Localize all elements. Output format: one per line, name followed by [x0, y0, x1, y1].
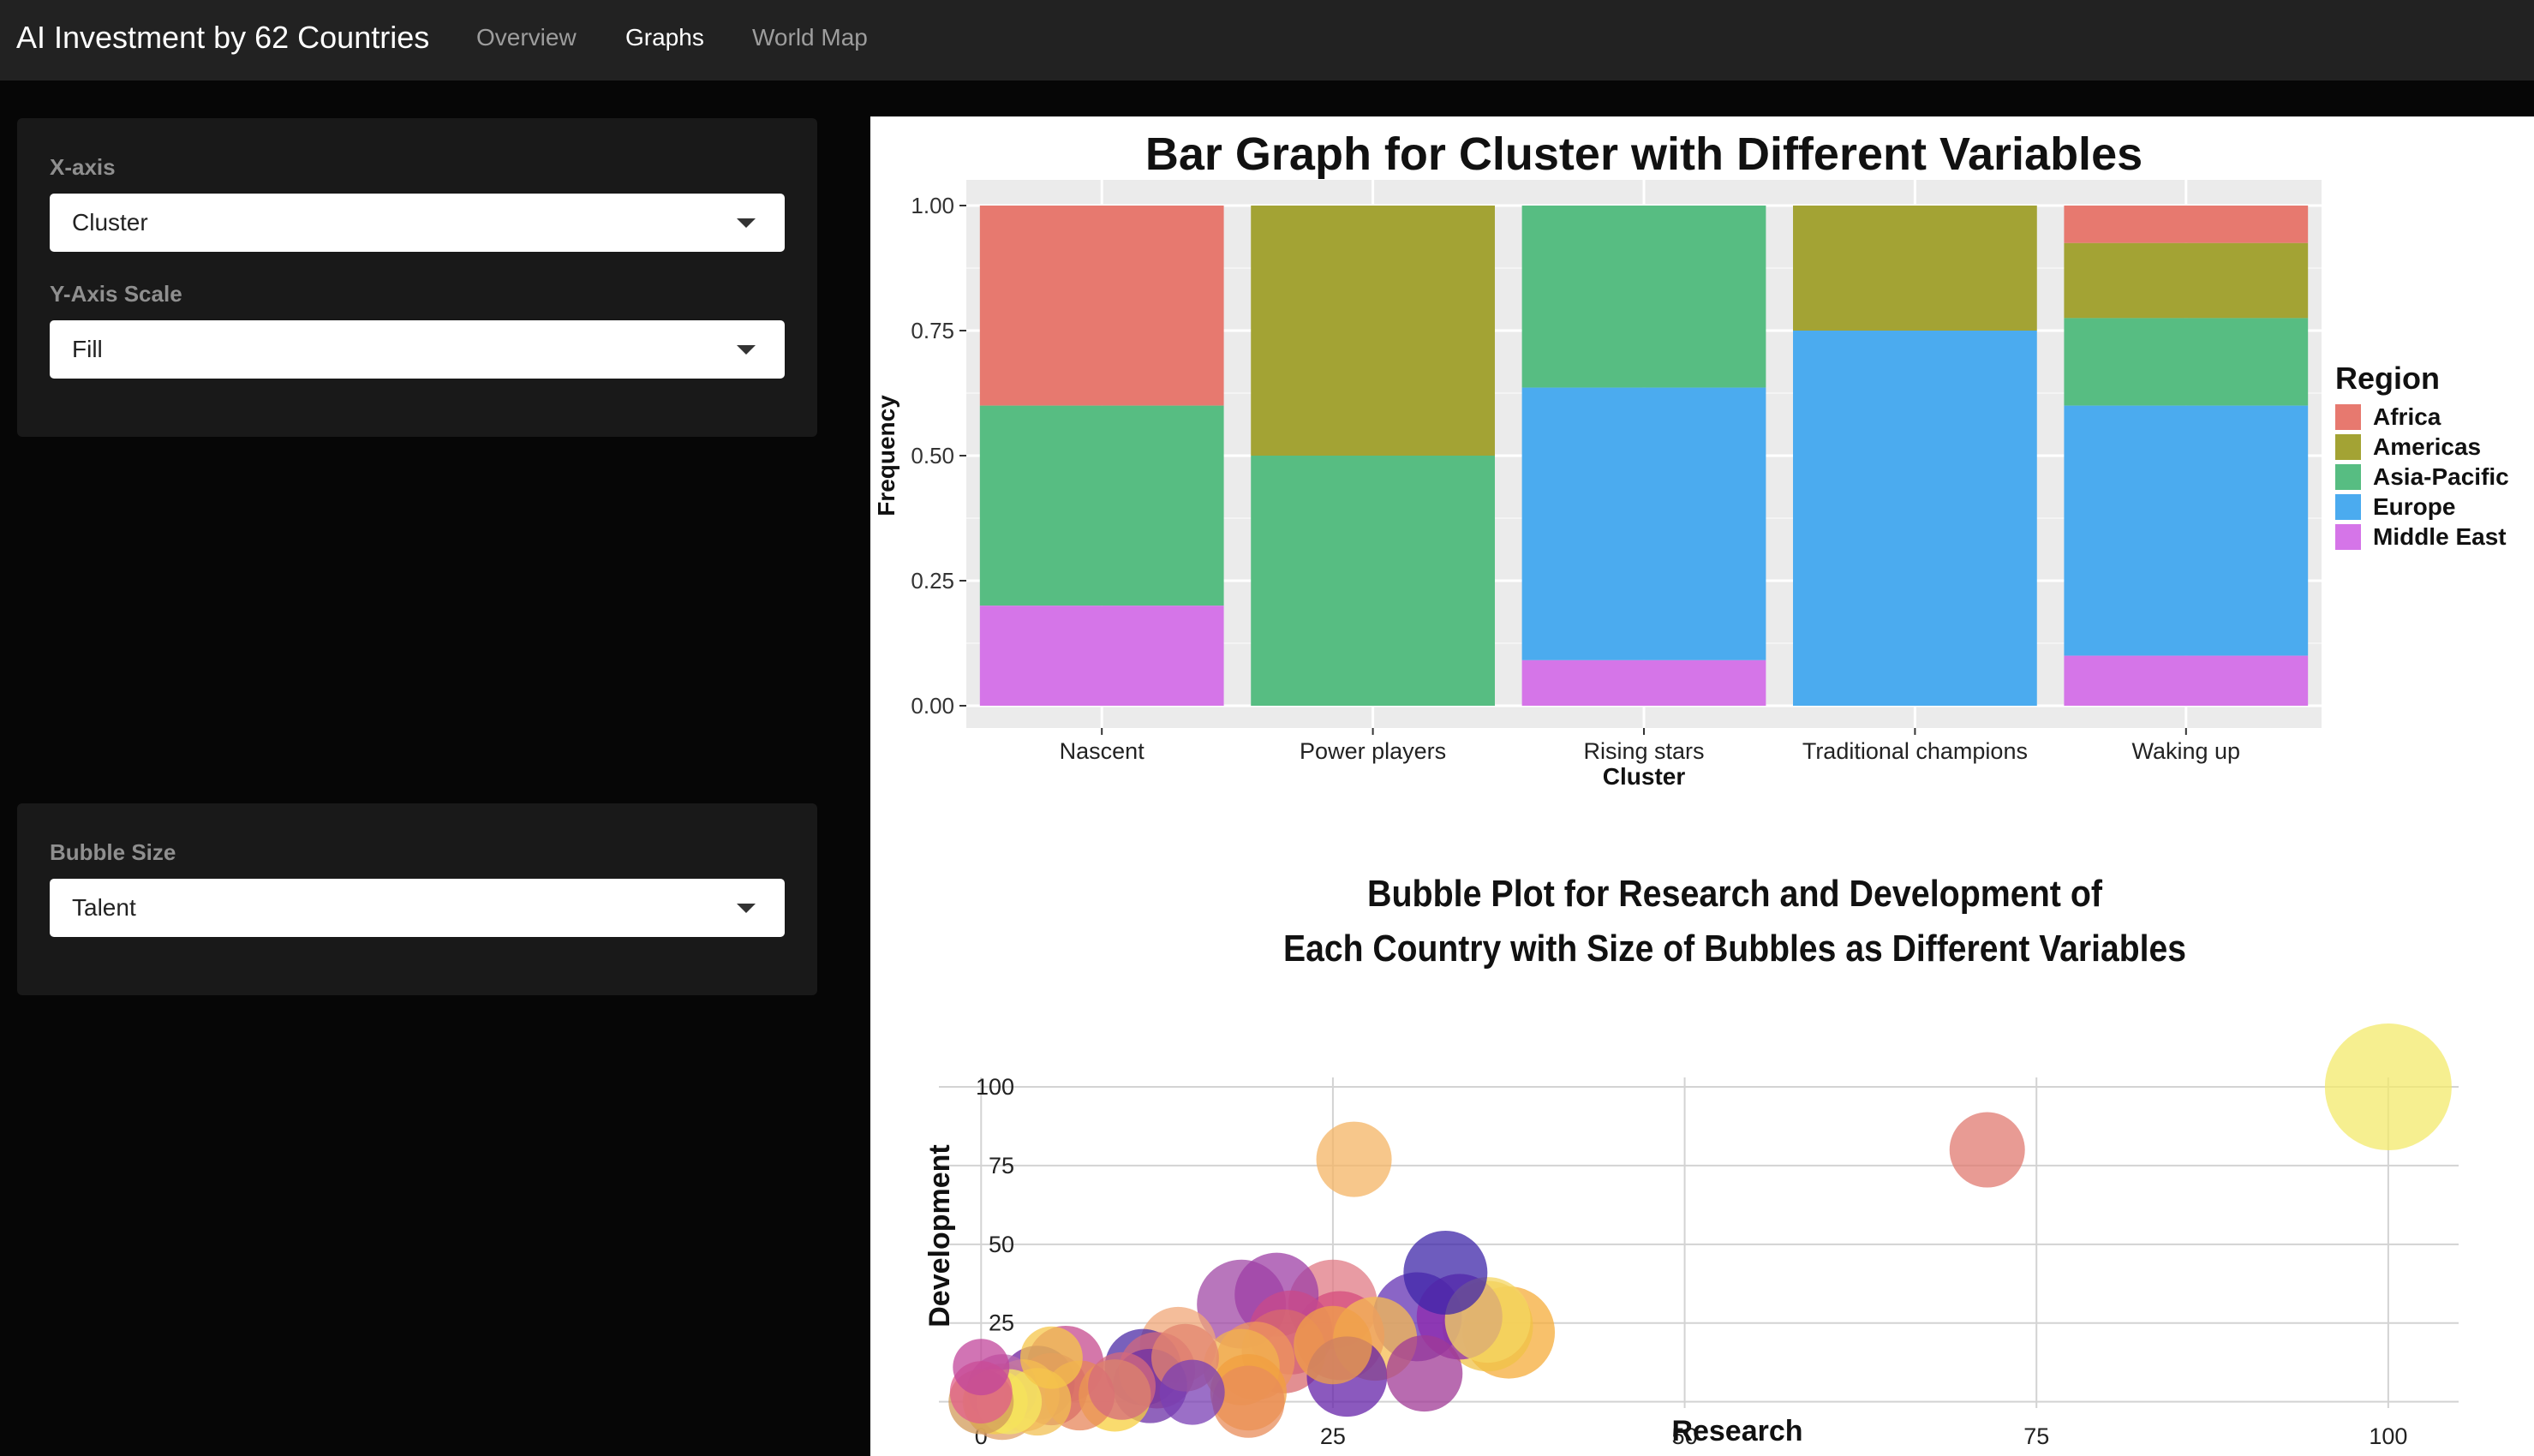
- bar-segment: [1521, 387, 1766, 660]
- x-tick-label: Nascent: [1060, 738, 1145, 764]
- bubble-point: [1316, 1121, 1392, 1197]
- y-tick-label: 0.00: [911, 693, 954, 719]
- legend-label: Africa: [2373, 403, 2441, 430]
- bubble-group: [948, 1023, 2452, 1441]
- y-tick-label: 100: [976, 1074, 1014, 1100]
- legend-label: Europe: [2373, 493, 2455, 520]
- legend-key: [2335, 494, 2361, 520]
- yscale-select-value: Fill: [72, 336, 103, 362]
- x-tick-label: 75: [2023, 1423, 2049, 1449]
- bar-chart: 0.00 0.25 0.50 0.75 1.00 Nascent Power players…: [873, 128, 2509, 790]
- bubble-point: [1212, 1365, 1285, 1438]
- y-axis-title: Development: [923, 1144, 956, 1328]
- bar-segment: [1793, 206, 2037, 331]
- xaxis-select-value: Cluster: [72, 209, 148, 236]
- bar-segment: [2064, 318, 2309, 406]
- chevron-down-icon: [737, 345, 756, 355]
- bubble-point: [1403, 1230, 1488, 1315]
- legend-label: Middle East: [2373, 523, 2507, 550]
- bar-segment: [1521, 206, 1766, 388]
- bar-segment: [2064, 242, 2309, 319]
- bubble-point: [1159, 1359, 1225, 1425]
- plot-area: 0.00 0.25 0.50 0.75 1.00 Nascent Power players…: [870, 116, 2534, 1456]
- bubble-size-label: Bubble Size: [50, 839, 176, 865]
- x-axis-title: Cluster: [1603, 763, 1686, 790]
- bubble-point: [1949, 1112, 2025, 1188]
- chart-title-line: Bubble Plot for Research and Development…: [1367, 873, 2102, 915]
- yscale-select[interactable]: Fill: [50, 320, 785, 379]
- bubble-chart: 02550751000255075100Bubble Plot for Rese…: [923, 873, 2459, 1449]
- y-tick-label: 0.25: [911, 568, 954, 594]
- y-tick-label: 1.00: [911, 193, 954, 218]
- legend-key: [2335, 524, 2361, 550]
- bubble-point: [1019, 1326, 1083, 1389]
- y-tick-label: 25: [989, 1310, 1014, 1336]
- x-tick-label: Waking up: [2132, 738, 2241, 764]
- yscale-label: Y-Axis Scale: [50, 281, 182, 307]
- x-tick-label: 50: [1672, 1423, 1698, 1449]
- y-tick-label: 75: [989, 1153, 1014, 1179]
- legend-title: Region: [2335, 361, 2440, 396]
- legend-label: Americas: [2373, 433, 2481, 460]
- tab-world-map[interactable]: World Map: [752, 24, 868, 51]
- chevron-down-icon: [737, 904, 756, 913]
- chart-title: Bar Graph for Cluster with Different Var…: [1145, 128, 2143, 180]
- tab-overview[interactable]: Overview: [476, 24, 577, 51]
- y-tick-label: 0.75: [911, 318, 954, 343]
- y-tick-label: 50: [989, 1232, 1014, 1257]
- bubble-point: [2324, 1023, 2452, 1151]
- x-tick-label: Power players: [1300, 738, 1446, 764]
- chevron-down-icon: [737, 218, 756, 228]
- chart-title-line: Each Country with Size of Bubbles as Dif…: [1283, 928, 2186, 970]
- y-tick-label: 0.50: [911, 443, 954, 468]
- x-tick-label: Rising stars: [1583, 738, 1704, 764]
- tab-graphs[interactable]: Graphs: [625, 24, 704, 51]
- bar-segment: [979, 206, 1224, 406]
- navbar: AI Investment by 62 Countries Overview G…: [0, 0, 2534, 81]
- bubble-controls-panel: Bubble Size Talent: [17, 803, 817, 995]
- y-axis-title: Frequency: [873, 395, 899, 516]
- bar-segment: [2064, 655, 2309, 706]
- bar-segment: [1793, 331, 2037, 706]
- xaxis-label: X-axis: [50, 154, 116, 180]
- bar-segment: [2064, 405, 2309, 656]
- x-tick-label: Traditional champions: [1802, 738, 2028, 764]
- x-tick-label: 25: [1320, 1423, 1346, 1449]
- bubble-size-select[interactable]: Talent: [50, 879, 785, 937]
- bar-controls-panel: X-axis Cluster Y-Axis Scale Fill: [17, 118, 817, 437]
- bar-segment: [979, 405, 1224, 606]
- legend-key: [2335, 464, 2361, 490]
- legend-key: [2335, 434, 2361, 460]
- bar-segment: [1521, 659, 1766, 706]
- bar-segment: [979, 606, 1224, 706]
- bar-segment: [1251, 456, 1495, 706]
- app-title: AI Investment by 62 Countries: [16, 20, 430, 55]
- xaxis-select[interactable]: Cluster: [50, 194, 785, 252]
- legend-label: Asia-Pacific: [2373, 463, 2509, 490]
- x-axis-title: Research: [1671, 1415, 1802, 1447]
- bubble-point: [1386, 1334, 1463, 1412]
- x-tick-label: 100: [2369, 1423, 2407, 1449]
- bubble-size-select-value: Talent: [72, 894, 136, 921]
- bar-segment: [1251, 206, 1495, 456]
- bubble-point: [1088, 1352, 1156, 1420]
- legend-key: [2335, 404, 2361, 430]
- bubble-point: [953, 1339, 1010, 1396]
- bubble-point: [1294, 1305, 1372, 1385]
- bar-segment: [2064, 206, 2309, 243]
